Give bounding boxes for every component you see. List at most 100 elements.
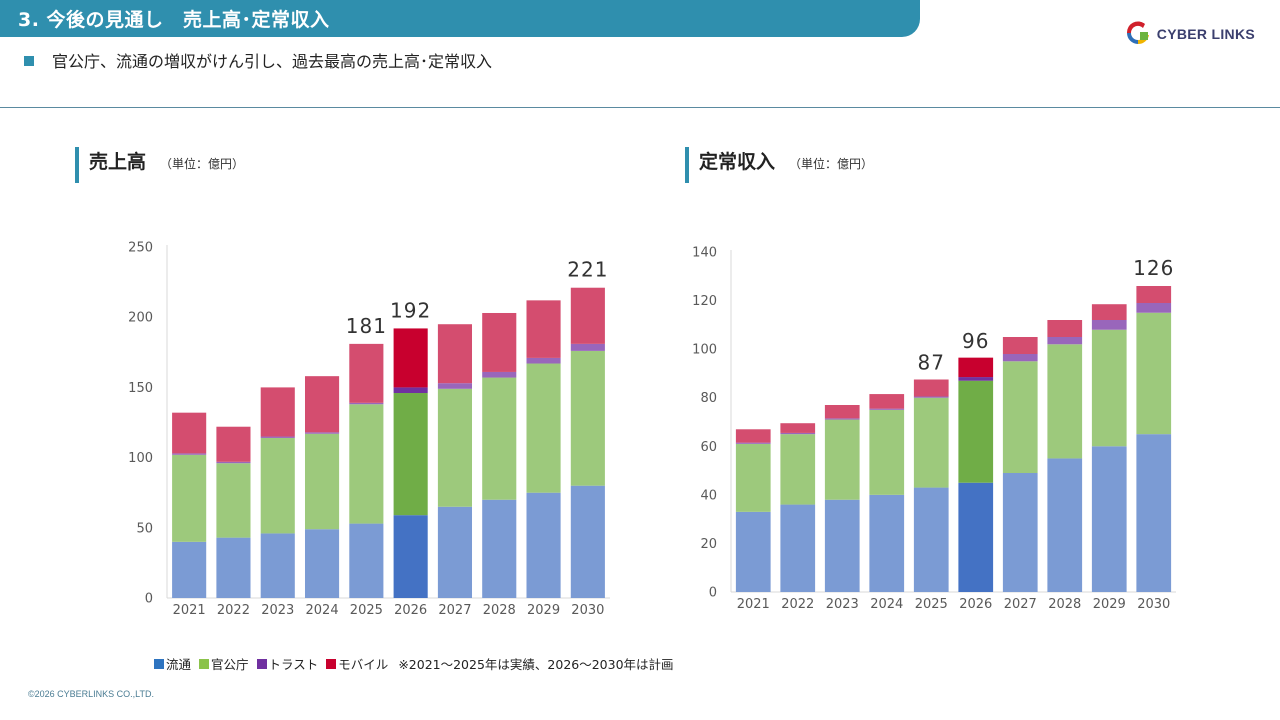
- legend-item-trust: トラスト: [256, 654, 319, 673]
- bar-segment-ryutsu-2026: [958, 482, 994, 592]
- bar-segment-mobile-2028: [1047, 320, 1083, 337]
- bar-segment-mobile-2022: [780, 423, 816, 433]
- x-tick-label: 2023: [826, 597, 859, 612]
- y-tick-label: 50: [136, 521, 153, 536]
- bar-segment-ryutsu-2025: [913, 487, 949, 592]
- bar-segment-ryutsu-2021: [735, 511, 771, 592]
- bar-segment-kankocho-2021: [172, 454, 207, 542]
- bar-segment-kankocho-2021: [735, 443, 771, 512]
- subtitle-text: 官公庁、流通の増収がけん引し、過去最高の売上高･定常収入: [52, 52, 493, 71]
- bar-segment-mobile-2023: [260, 387, 295, 437]
- x-tick-label: 2030: [571, 603, 604, 618]
- bar-segment-mobile-2026: [958, 357, 994, 378]
- x-tick-label: 2027: [1004, 597, 1037, 612]
- bar-segment-ryutsu-2027: [437, 506, 473, 598]
- x-tick-label: 2022: [217, 603, 250, 618]
- x-tick-label: 2030: [1137, 597, 1170, 612]
- bar-segment-kankocho-2023: [824, 419, 860, 500]
- x-tick-label: 2028: [483, 603, 516, 618]
- y-tick-label: 60: [700, 440, 717, 455]
- bar-segment-kankocho-2027: [1002, 361, 1038, 473]
- total-label-2025: 87: [918, 351, 945, 375]
- legend-label: モバイル: [338, 657, 389, 672]
- legend-swatch: [199, 658, 210, 669]
- bar-segment-mobile-2024: [304, 376, 340, 433]
- bar-segment-mobile-2025: [913, 379, 949, 397]
- bar-segment-ryutsu-2022: [780, 504, 816, 592]
- x-tick-label: 2028: [1048, 597, 1081, 612]
- bar-segment-mobile-2030: [570, 287, 605, 344]
- bar-segment-trust-2022: [216, 461, 251, 464]
- chart-legend: 流通 官公庁 トラスト モバイル ※2021～2025年は実績、2026～203…: [154, 654, 674, 673]
- x-tick-label: 2025: [915, 597, 948, 612]
- bar-segment-ryutsu-2024: [869, 494, 905, 592]
- bar-segment-trust-2025: [349, 402, 384, 405]
- bar-segment-ryutsu-2023: [824, 499, 860, 592]
- bar-segment-ryutsu-2029: [1091, 446, 1127, 592]
- bar-segment-kankocho-2022: [216, 463, 251, 538]
- total-label-2030: 221: [567, 258, 608, 282]
- y-tick-label: 150: [128, 381, 153, 396]
- x-tick-label: 2024: [870, 597, 903, 612]
- bar-segment-ryutsu-2027: [1002, 473, 1038, 592]
- x-tick-label: 2027: [438, 603, 471, 618]
- legend-label: 官公庁: [211, 657, 249, 672]
- recurring-revenue-chart: 0 20 40 60 80 100 120 140 2021 2022 2023 2024 2025 20…: [692, 246, 1176, 612]
- bar-segment-trust-2022: [780, 432, 816, 435]
- bar-segment-trust-2025: [913, 396, 949, 398]
- y-tick-label: 250: [128, 241, 153, 256]
- bar-segment-mobile-2026: [393, 328, 428, 388]
- panel-title-recurring: 定常収入 （単位：億円）: [685, 147, 873, 183]
- legend-swatch: [326, 658, 337, 669]
- bar-segment-ryutsu-2021: [172, 541, 207, 598]
- title-bar: 3. 今後の見通し 売上高･定常収入: [0, 0, 920, 37]
- copyright: ©2026 CYBERLINKS CO.,LTD.: [28, 689, 155, 699]
- y-tick-label: 0: [145, 592, 153, 607]
- bar-segment-kankocho-2025: [349, 404, 384, 524]
- bar-segment-ryutsu-2030: [1136, 434, 1172, 592]
- total-label-2025: 181: [346, 314, 387, 338]
- bar-segment-mobile-2022: [216, 426, 251, 462]
- legend-swatch: [256, 658, 267, 669]
- panel-accent-bar: [685, 147, 689, 183]
- bar-segment-mobile-2025: [349, 343, 384, 403]
- bar-segment-kankocho-2028: [1047, 344, 1083, 459]
- legend-swatch: [154, 658, 164, 669]
- bar-segment-mobile-2023: [824, 405, 860, 419]
- bar-segment-ryutsu-2022: [216, 537, 251, 598]
- bar-segment-mobile-2024: [869, 394, 905, 409]
- bar-segment-trust-2028: [1047, 337, 1083, 345]
- chart-title-recurring: 定常収入: [699, 151, 776, 173]
- legend-note: ※2021～2025年は実績、2026～2030年は計画: [398, 657, 674, 672]
- bar-segment-ryutsu-2023: [260, 533, 295, 598]
- bar-segment-kankocho-2026: [958, 380, 994, 483]
- legend-item-ryutsu: 流通: [154, 654, 191, 673]
- sales-chart: 0 50 100 150 200 250 2021 2022 2023 2024 2025 2026 2…: [128, 241, 610, 618]
- bar-segment-kankocho-2026: [393, 393, 428, 516]
- y-tick-label: 100: [692, 343, 717, 358]
- bar-segment-trust-2021: [735, 442, 771, 444]
- bar-segment-trust-2024: [304, 432, 340, 434]
- bar-segment-trust-2027: [437, 383, 473, 389]
- bar-segment-mobile-2027: [437, 324, 473, 384]
- y-tick-label: 20: [700, 537, 717, 552]
- x-tick-label: 2024: [306, 603, 339, 618]
- subtitle: 官公庁、流通の増収がけん引し、過去最高の売上高･定常収入: [24, 48, 492, 72]
- x-tick-label: 2026: [959, 597, 992, 612]
- bar-segment-ryutsu-2024: [304, 529, 340, 598]
- legend-label: トラスト: [268, 657, 319, 672]
- chart-unit-recurring: （単位：億円）: [789, 157, 874, 171]
- bar-segment-trust-2030: [1136, 303, 1172, 313]
- x-tick-label: 2025: [350, 603, 383, 618]
- header-divider: [0, 107, 1280, 108]
- bar-segment-kankocho-2022: [780, 434, 816, 505]
- bar-segment-ryutsu-2028: [482, 499, 517, 598]
- chart-title-sales: 売上高: [89, 151, 147, 173]
- bar-segment-kankocho-2029: [1091, 329, 1127, 447]
- bar-segment-kankocho-2025: [913, 397, 949, 488]
- bar-segment-ryutsu-2029: [526, 492, 561, 598]
- x-tick-label: 2022: [781, 597, 814, 612]
- bar-segment-kankocho-2024: [869, 409, 905, 495]
- legend-item-kankocho: 官公庁: [199, 654, 249, 673]
- bar-segment-mobile-2027: [1002, 337, 1038, 354]
